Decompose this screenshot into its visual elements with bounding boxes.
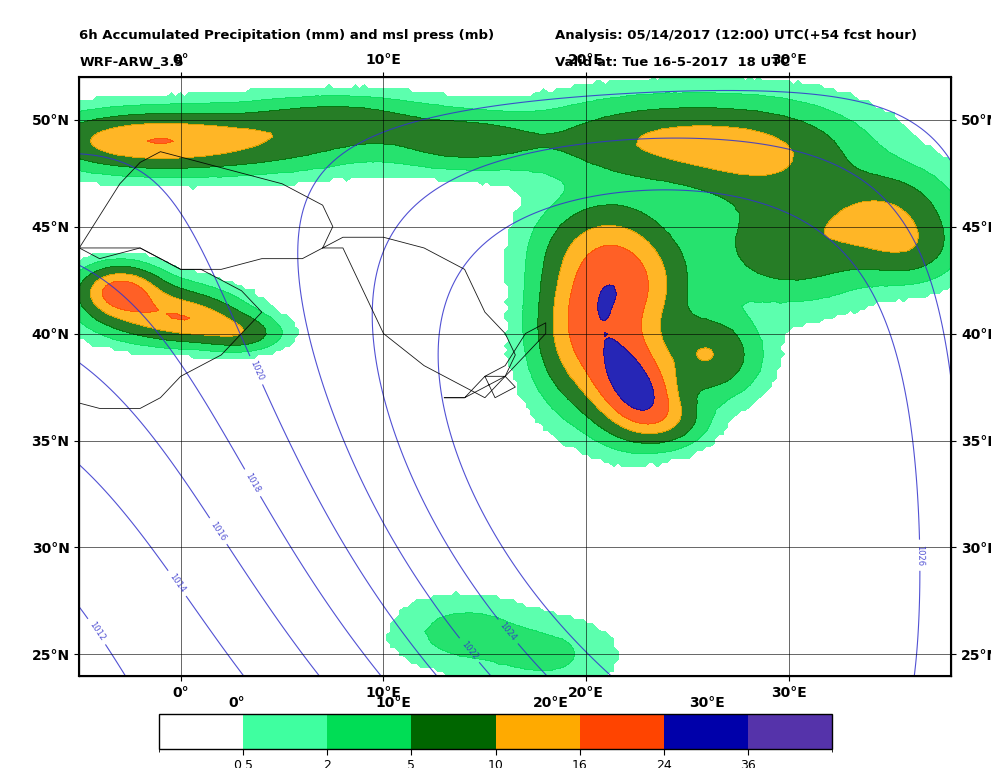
Text: 0°: 0° xyxy=(229,697,245,710)
Text: WRF-ARW_3.5: WRF-ARW_3.5 xyxy=(79,56,183,69)
Text: 1026: 1026 xyxy=(915,545,925,566)
Text: 20°E: 20°E xyxy=(532,697,568,710)
Text: 1014: 1014 xyxy=(167,572,187,594)
Text: 1020: 1020 xyxy=(248,359,265,382)
Text: 30°E: 30°E xyxy=(689,697,725,710)
Text: Analysis: 05/14/2017 (12:00) UTC(+54 fcst hour): Analysis: 05/14/2017 (12:00) UTC(+54 fcs… xyxy=(555,29,917,42)
Text: 1018: 1018 xyxy=(244,472,262,495)
Text: 1016: 1016 xyxy=(209,520,228,542)
Text: 1012: 1012 xyxy=(87,621,106,643)
Text: 6h Accumulated Precipitation (mm) and msl press (mb): 6h Accumulated Precipitation (mm) and ms… xyxy=(79,29,495,42)
Text: 1024: 1024 xyxy=(497,621,518,643)
Text: 1022: 1022 xyxy=(459,639,480,661)
Text: 10°E: 10°E xyxy=(376,697,411,710)
Text: Valid at: Tue 16-5-2017  18 UTC: Valid at: Tue 16-5-2017 18 UTC xyxy=(555,56,790,69)
